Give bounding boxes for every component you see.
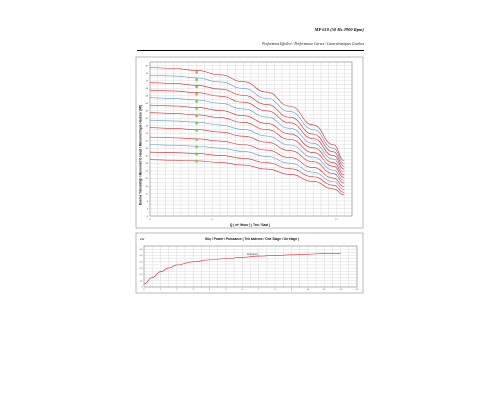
bep-marker: [195, 152, 198, 156]
plot-border: [149, 61, 353, 217]
power-x-tick-label: 2: [176, 289, 178, 291]
head-curve-line: [149, 136, 345, 188]
power-x-tick-label: 6: [242, 289, 244, 291]
head-curve-line: [149, 119, 345, 181]
y-tick-label: 48: [146, 126, 149, 128]
y-tick-label: 36: [146, 148, 149, 150]
head-chart-bep-markers: [195, 71, 198, 163]
bep-marker: [195, 92, 198, 96]
power-x-tick-label: 8: [275, 289, 277, 291]
power-x-tick-label: 5: [225, 289, 227, 291]
bep-marker: [195, 114, 198, 118]
power-chart-y-unit: kW: [140, 237, 145, 241]
head-curve-line: [149, 127, 345, 184]
power-x-tick-label: 7: [258, 289, 260, 291]
bep-marker: [195, 85, 198, 88]
head-chart-grid: [149, 61, 353, 217]
bep-marker: [195, 138, 198, 141]
bep-marker: [195, 145, 198, 149]
y-tick-label: 0: [147, 216, 149, 218]
y-tick-label: 8: [147, 201, 149, 203]
power-x-tick-label: 13: [356, 289, 359, 291]
y-tick-label: 44: [146, 133, 149, 135]
head-chart-curves: [149, 67, 345, 196]
head-curve-line: [149, 112, 345, 178]
x-tick-label: 12: [335, 219, 338, 221]
x-tick-label: 0: [149, 219, 151, 221]
header-rule: [137, 50, 364, 52]
power-x-tick-label: 12: [339, 289, 342, 291]
bep-marker: [195, 122, 198, 125]
power-y-tick-label: 0.1: [140, 280, 144, 282]
head-curve-line: [149, 89, 345, 170]
head-curve-line: [149, 144, 345, 190]
y-tick-label: 64: [146, 96, 149, 98]
y-tick-label: 16: [146, 186, 149, 188]
power-x-tick-label: 1: [160, 289, 162, 291]
power-y-tick-label: 0.3: [140, 268, 144, 270]
power-plot-border: [143, 245, 358, 288]
power-x-tick-label: 11: [323, 289, 326, 291]
head-chart-frame: [135, 56, 364, 229]
x-tick-label: 4: [212, 219, 214, 221]
bep-marker: [195, 78, 198, 81]
bep-marker: [195, 100, 198, 103]
y-tick-label: 24: [146, 171, 149, 173]
bep-marker: [195, 107, 198, 110]
power-chart-frame: [135, 232, 364, 294]
power-chart-x-ticks: 0 1 2 3 4 5 6 7 8 9 10 11 12 13: [143, 289, 359, 291]
y-tick-label: 32: [146, 156, 149, 158]
head-chart-x-ticks: 0 4 12: [149, 219, 338, 221]
power-chart-title: Güç / Power / Puissance ( Tek kademe / O…: [205, 237, 299, 241]
head-curve-line: [149, 159, 345, 196]
power-x-tick-label: 0: [143, 289, 145, 291]
power-series-label: Puissance: [247, 253, 259, 256]
document-title: MP 610 (50 Hz 2900 Rpm): [314, 27, 364, 32]
y-tick-label: 12: [146, 193, 149, 195]
bep-marker: [195, 160, 198, 163]
y-tick-label: 56: [146, 111, 149, 113]
y-tick-label: 60: [146, 103, 149, 105]
power-y-tick-label: 0: [141, 287, 143, 289]
power-y-tick-label: 0.2: [140, 274, 144, 276]
y-tick-label: 4: [147, 208, 149, 210]
power-chart-y-ticks: 0.6 0.5 0.4 0.3 0.2 0.1 0: [140, 249, 144, 289]
document-subtitle: Performans Eğrileri / Performance Curves…: [262, 42, 364, 46]
y-tick-label: 40: [146, 141, 149, 143]
power-y-tick-label: 0.6: [140, 249, 144, 251]
bep-marker: [195, 129, 198, 132]
power-chart-grid: [143, 245, 358, 288]
power-x-tick-label: 9: [291, 289, 293, 291]
head-curve-line: [149, 74, 345, 164]
y-tick-label: 68: [146, 88, 149, 90]
y-tick-label: 28: [146, 163, 149, 165]
head-curve-line: [149, 104, 345, 175]
head-curve-line: [149, 67, 345, 161]
head-curve-line: [149, 82, 345, 167]
power-chart-curve: [143, 253, 341, 285]
y-tick-label: 20: [146, 178, 149, 180]
head-curve-line: [149, 151, 345, 193]
head-curve-line: [149, 97, 345, 173]
head-chart-y-label: Basma Yüksekliği / Manometric Head / Man…: [139, 105, 143, 205]
power-x-tick-label: 10: [307, 289, 310, 291]
y-tick-label: 76: [146, 73, 149, 75]
power-y-tick-label: 0.5: [140, 255, 144, 257]
bep-marker: [195, 71, 198, 74]
power-y-tick-label: 0.4: [140, 261, 144, 263]
y-tick-label: 80: [146, 66, 149, 68]
head-chart-x-label: Q ( m³ /Hour ) ( Ton / Saat ): [230, 223, 270, 227]
power-x-tick-label: 3: [193, 289, 195, 291]
power-x-tick-label: 4: [209, 289, 211, 291]
y-tick-label: 52: [146, 118, 149, 120]
power-curve-line: [143, 253, 341, 285]
y-tick-label: 72: [146, 81, 149, 83]
